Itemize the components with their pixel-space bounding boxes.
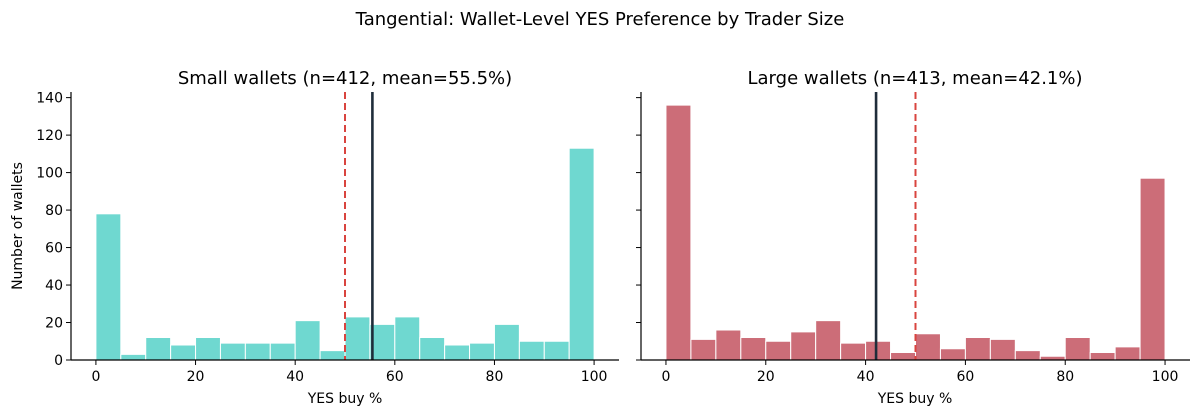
histogram-bar [915,333,941,361]
histogram-bar [319,350,346,361]
histogram-bar [790,331,817,361]
histogram-bar [543,340,570,361]
panel-title-large: Large wallets (n=413, mean=42.1%) [748,68,1083,89]
histogram-bar [344,316,371,361]
histogram-bar [419,337,446,361]
x-tick-label: 0 [661,369,670,385]
histogram-bar [840,342,867,361]
y-axis-label: Number of wallets [10,162,26,290]
histogram-panel-large: 0 20 40 60 80 100 [636,92,1190,385]
x-tick-label: 0 [91,369,100,385]
x-tick-label: 40 [857,369,875,385]
histogram-bar [1064,337,1091,361]
histogram-bar [394,316,421,361]
histogram-bar [665,104,692,361]
histogram-bar [939,348,966,361]
histogram-bar [964,337,991,361]
histogram-bar [1014,350,1041,361]
histogram-bar [568,147,595,361]
histogram-bar [95,213,122,361]
x-tick-label: 40 [286,369,304,385]
histogram-bar [1139,177,1166,361]
histogram-bar [219,342,246,361]
histogram-bar [269,342,296,361]
histogram-bar [690,338,717,361]
histogram-bar [1114,346,1141,361]
histogram-bar [740,337,767,361]
y-tick-label: 120 [36,128,63,144]
y-tick-label: 140 [36,91,63,107]
x-tick-label: 100 [1152,369,1179,385]
histogram-bar [815,320,842,361]
x-tick-label: 80 [486,369,504,385]
y-tick-label: 40 [45,278,63,294]
histogram-panel-small: 0 20 40 60 80 100 0 20 40 60 80 100 120 140 [36,91,619,385]
histogram-bar [865,340,892,361]
x-tick-label: 100 [581,369,608,385]
histogram-bar [1089,352,1116,361]
x-tick-label: 80 [1056,369,1074,385]
panel-title-small: Small wallets (n=412, mean=55.5%) [178,68,512,89]
x-tick-label: 60 [956,369,974,385]
figure-title: Tangential: Wallet-Level YES Preference … [355,9,845,30]
x-axis-label-large: YES buy % [877,391,953,407]
x-tick-label: 20 [187,369,205,385]
histogram-bar [469,342,495,361]
y-tick-label: 60 [45,241,63,257]
histogram-bar [294,320,321,361]
histogram-bar [170,344,197,361]
histogram-bar [145,337,172,361]
histogram-bar [890,352,917,361]
y-tick-label: 0 [54,353,63,369]
x-tick-label: 20 [757,369,775,385]
x-tick-label: 60 [386,369,404,385]
histogram-bar [518,340,545,361]
histogram-bar [444,344,471,361]
histogram-bar [120,353,147,361]
y-tick-label: 80 [45,203,63,219]
histogram-bar [765,340,792,361]
histogram-bar [715,329,742,361]
y-tick-label: 100 [36,166,63,182]
y-tick-label: 20 [45,316,63,332]
x-axis-label-small: YES buy % [307,391,383,407]
histogram-bar [244,342,271,361]
histogram-bar [195,337,221,361]
histogram-bar [989,338,1016,361]
histogram-bar [369,323,396,361]
histogram-bar [493,323,520,361]
